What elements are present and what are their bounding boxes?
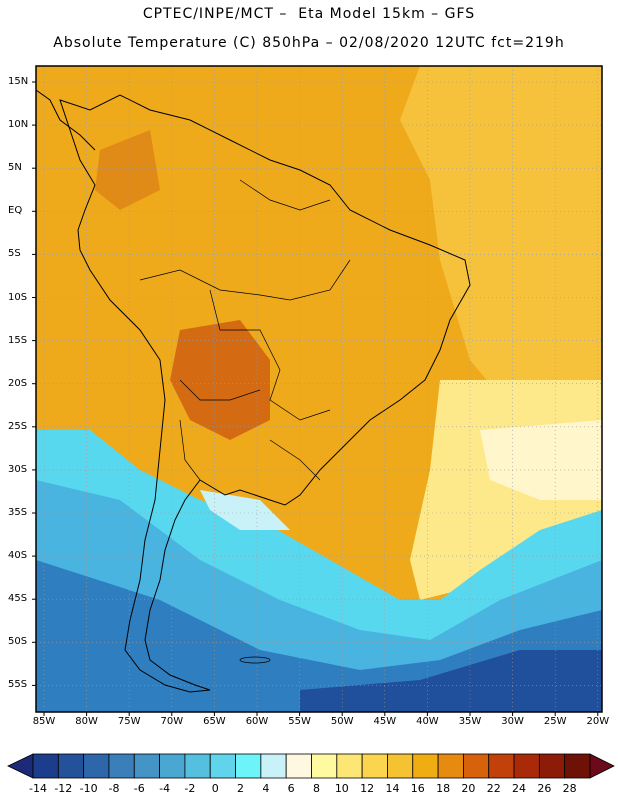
lon-label: 70W: [160, 716, 184, 727]
lon-label: 50W: [330, 716, 354, 727]
colorbar-swatch: [260, 753, 287, 779]
lat-label: 50S: [8, 636, 28, 648]
lon-label: 40W: [416, 716, 439, 727]
colorbar-swatch: [108, 753, 135, 779]
field-hot-andes-north: [95, 130, 160, 210]
lat-label: 20S: [8, 377, 28, 389]
lon-label: 75W: [117, 716, 141, 727]
colorbar-label: -2: [184, 782, 196, 795]
colorbar-swatch: [437, 753, 464, 779]
falkland-islands: [239, 656, 271, 664]
colorbar-label: -14: [29, 782, 47, 795]
colorbar-swatch: [184, 753, 211, 779]
chart-title-line-2: Absolute Temperature (C) 850hPa – 02/08/…: [53, 35, 565, 51]
lon-label: 55W: [288, 716, 311, 727]
lat-label: 35S: [8, 507, 28, 518]
colorbar-swatch: [463, 753, 490, 779]
colorbar-label: 4: [262, 782, 270, 795]
lon-label: 20W: [586, 716, 610, 727]
colorbar-label: 0: [211, 782, 219, 795]
colorbar-swatch: [488, 753, 515, 779]
colorbar-arrow-right: [589, 753, 615, 779]
colorbar-label: -4: [159, 782, 171, 795]
lon-label: 30W: [501, 716, 524, 727]
lat-label: 25S: [8, 420, 28, 432]
lat-label: 5S: [8, 248, 21, 260]
lat-label: 15S: [8, 334, 28, 346]
colorbar-label: 16: [410, 782, 425, 795]
colorbar-label: 18: [436, 782, 451, 795]
axis-ticks: [32, 81, 599, 716]
field-light-pocket: [200, 490, 290, 530]
lat-label: 15N: [8, 76, 29, 87]
colorbar-label: 22: [486, 782, 501, 795]
lat-label: 40S: [8, 550, 28, 562]
country-borders: [139, 179, 351, 481]
colorbar-arrow-left: [7, 753, 34, 779]
colorbar-swatch: [83, 753, 110, 779]
lat-label: 55S: [8, 679, 28, 691]
colorbar-label: 2: [237, 782, 245, 795]
colorbar-label: -8: [108, 782, 120, 795]
lat-label: 30S: [8, 463, 28, 475]
colorbar-label: 14: [385, 782, 400, 795]
lon-label: 85W: [32, 716, 56, 727]
field-mild-ne: [400, 66, 602, 420]
colorbar-swatch: [513, 753, 540, 779]
colorbar-label: 26: [537, 782, 552, 795]
lon-label: 65W: [203, 716, 226, 727]
colorbar-swatch: [361, 753, 388, 779]
colorbar-swatch: [311, 753, 338, 779]
colorbar-swatch: [412, 753, 439, 779]
lon-label: 35W: [458, 716, 482, 727]
lat-label: EQ: [8, 205, 23, 217]
colorbar: [7, 753, 615, 779]
colorbar-swatch: [564, 753, 591, 779]
colorbar-label: 8: [313, 782, 320, 795]
lon-label: 25W: [543, 716, 567, 727]
central-america-coastline: [36, 89, 96, 151]
temperature-field: [36, 66, 602, 712]
colorbar-label: -6: [133, 782, 145, 795]
colorbar-label: 28: [562, 782, 577, 795]
colorbar-swatch: [387, 753, 414, 779]
colorbar-label: 6: [287, 782, 295, 795]
colorbar-swatch: [57, 753, 85, 779]
lon-label: 45W: [373, 716, 397, 727]
colorbar-swatch: [32, 753, 59, 779]
field-deep-band: [300, 650, 602, 712]
lat-label: 5N: [8, 162, 22, 174]
lat-label: 10N: [8, 119, 29, 131]
chart-title-line-1: CPTEC/INPE/MCT – Eta Model 15km – GFS: [142, 6, 476, 22]
lon-label: 80W: [75, 716, 98, 727]
colorbar-label: -10: [79, 782, 98, 795]
field-hot-chaco: [170, 320, 270, 440]
colorbar-label: 10: [334, 782, 349, 795]
colorbar-swatch: [159, 753, 186, 779]
colorbar-swatch: [336, 753, 363, 779]
colorbar-label: 24: [512, 782, 527, 795]
lat-label: 10S: [8, 291, 28, 303]
colorbar-label: 20: [461, 782, 476, 795]
field-cream-atlantic: [480, 420, 602, 500]
colorbar-label: 12: [360, 782, 375, 795]
colorbar-swatch: [538, 753, 566, 779]
colorbar-label: -12: [54, 782, 73, 795]
colorbar-swatch: [285, 753, 312, 779]
colorbar-swatch: [235, 753, 262, 779]
south-america-coastline: [59, 94, 471, 693]
colorbar-swatch: [209, 753, 236, 779]
map-frame: [35, 65, 603, 713]
lon-label: 60W: [245, 716, 269, 727]
colorbar-swatch: [133, 753, 160, 779]
lat-label: 45S: [8, 593, 28, 605]
